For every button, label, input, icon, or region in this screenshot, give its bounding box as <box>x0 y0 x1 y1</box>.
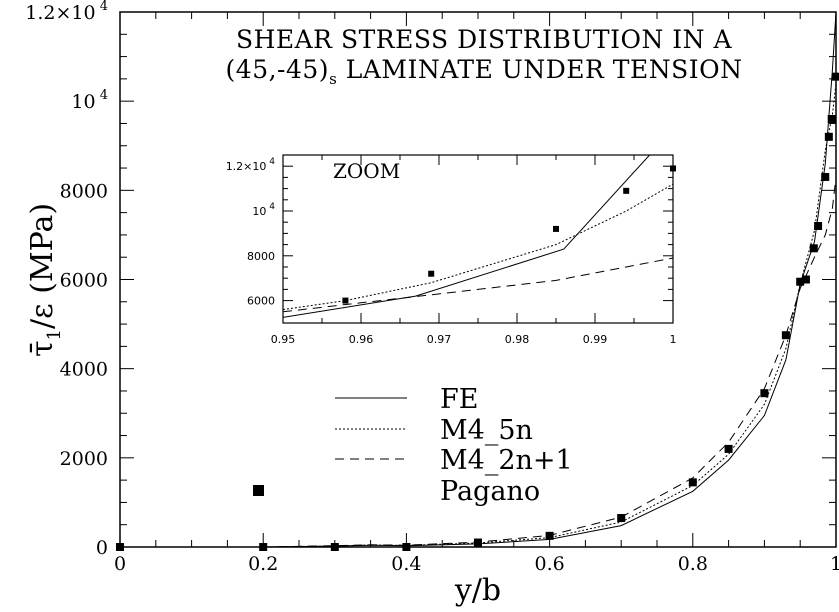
main-marker-pagano <box>474 538 482 547</box>
inset-marker-pagano <box>553 225 559 232</box>
inset-y-tick-label: 6000 <box>247 295 275 308</box>
legend-marker-pagano <box>253 485 264 496</box>
y-axis-label-sub: 1 <box>44 329 65 340</box>
legend-label-m4-2n-1: M4_2n+1 <box>440 445 573 476</box>
legend-label-fe: FE <box>440 384 478 415</box>
inset-y-tick-label: 1.2×10 4 <box>226 157 276 173</box>
main-marker-pagano <box>545 531 554 540</box>
y-tick-label: 8000 <box>60 180 108 202</box>
y-axis-label-main: τ̄ <box>25 340 60 357</box>
inset-x-tick-label: 1 <box>670 333 677 346</box>
main-marker-pagano <box>801 275 810 284</box>
inset-chart: 0.95 0.96 0.97 0.98 0.99 1 6000 8000 10 4 1.2×10 … <box>226 154 677 346</box>
chart-title-line1: SHEAR STRESS DISTRIBUTION IN A <box>236 25 733 54</box>
legend-label-pagano: Pagano <box>440 476 540 507</box>
x-tick-label: 0.4 <box>391 553 421 575</box>
y-axis-label-rest: /ε (MPa) <box>25 203 60 329</box>
inset-x-tick-label: 0.97 <box>427 333 452 346</box>
x-tick-label: 0 <box>114 553 126 575</box>
inset-x-tick-label: 0.96 <box>349 333 374 346</box>
main-marker-pagano <box>724 444 733 453</box>
title-line2-rest: LAMINATE UNDER TENSION <box>337 55 742 84</box>
main-marker-pagano <box>814 222 823 230</box>
inset-x-tick-label: 0.99 <box>583 333 608 346</box>
y-tick-label: 2000 <box>60 448 108 470</box>
inset-marker-pagano <box>342 297 349 304</box>
y-axis-label: τ̄1/ε (MPa) <box>25 203 65 357</box>
x-tick-label: 0.6 <box>534 553 564 575</box>
x-axis-label: y/b <box>454 573 501 608</box>
main-marker-pagano <box>760 389 769 398</box>
title-line2-sub: s <box>329 70 337 88</box>
main-marker-pagano <box>688 478 697 487</box>
y-tick-label: 6000 <box>60 270 108 292</box>
inset-line-m4-5n <box>283 183 673 311</box>
chart-title-line2: (45,-45)s LAMINATE UNDER TENSION <box>226 55 743 88</box>
main-marker-pagano <box>821 172 830 181</box>
inset-x-tick-label: 0.98 <box>505 333 530 346</box>
inset-y-tick-label: 10 4 <box>252 202 275 218</box>
main-axes: 0 0.2 0.4 0.6 0.8 1 0 2000 4000 6000 8000 10 4 1.2×1… <box>25 0 839 575</box>
main-line-m4-2n-1 <box>263 176 836 547</box>
main-series <box>116 12 839 551</box>
x-tick-label: 0.2 <box>248 553 278 575</box>
main-marker-pagano <box>402 543 411 551</box>
main-marker-pagano <box>330 543 339 551</box>
main-marker-pagano <box>832 72 839 81</box>
inset-marker-pagano <box>623 187 630 194</box>
inset-y-tick-label: 8000 <box>247 250 275 263</box>
main-marker-pagano <box>781 331 790 340</box>
main-marker-pagano <box>827 115 836 123</box>
inset-label: ZOOM <box>333 159 400 183</box>
inset-x-tick-label: 0.95 <box>271 333 296 346</box>
y-tick-label: 4000 <box>60 359 108 381</box>
y-tick-label: 0 <box>96 537 108 559</box>
main-marker-pagano <box>259 543 268 551</box>
y-tick-label: 10 4 <box>71 88 108 113</box>
inset-background <box>283 155 673 323</box>
inset-marker-pagano <box>670 165 676 172</box>
x-tick-label: 0.8 <box>678 553 708 575</box>
x-tick-label: 1 <box>830 553 839 575</box>
main-marker-pagano <box>809 244 818 253</box>
main-marker-pagano <box>116 543 124 551</box>
inset-line-m4-2n-1 <box>283 257 673 313</box>
inset-line-fe <box>283 155 650 318</box>
legend-label-m4-5n: M4_5n <box>440 415 533 446</box>
y-tick-label: 1.2×10 4 <box>25 0 108 24</box>
main-marker-pagano <box>824 132 833 141</box>
main-marker-pagano <box>796 277 805 286</box>
title-line2-main: (45,-45) <box>226 55 330 84</box>
main-marker-pagano <box>617 514 626 523</box>
inset-marker-pagano <box>428 270 435 277</box>
